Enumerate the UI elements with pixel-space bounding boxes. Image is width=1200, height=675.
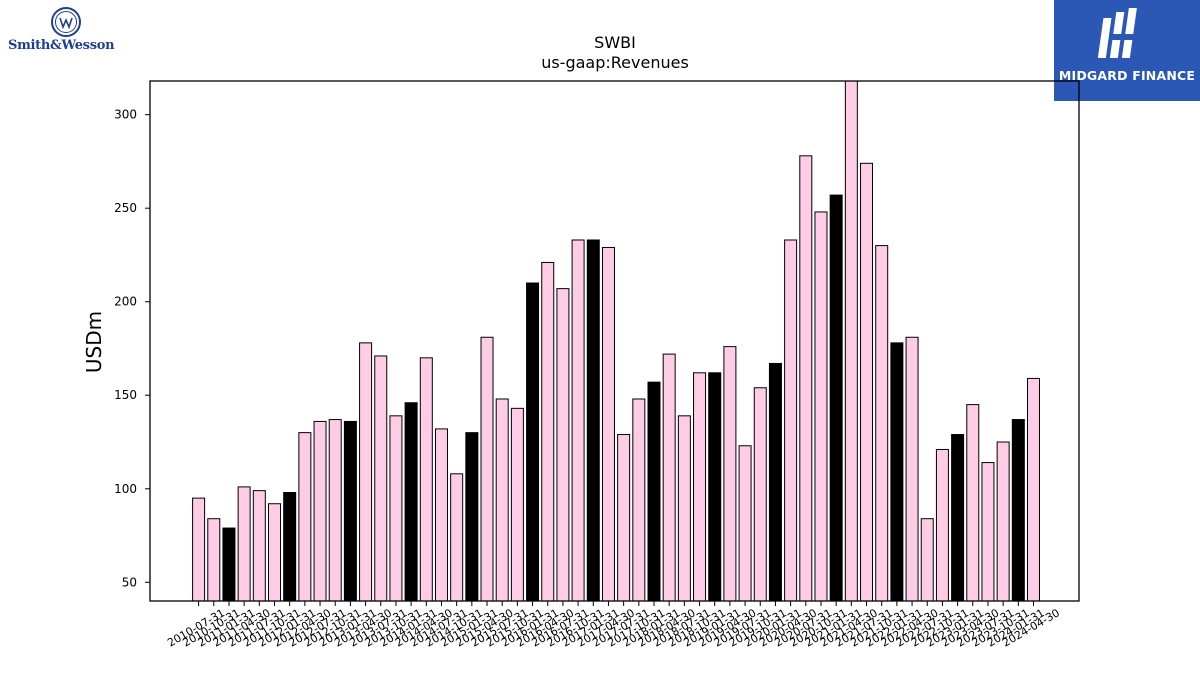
bar: [586, 239, 600, 602]
bar: [738, 445, 752, 602]
bar: [1027, 377, 1040, 602]
bar: [192, 497, 206, 602]
bar: [647, 381, 661, 602]
bar: [434, 428, 448, 602]
bar: [419, 357, 433, 602]
bar: [753, 387, 767, 602]
bar: [541, 261, 555, 602]
y-tick-label: 50: [122, 575, 137, 589]
bar: [237, 486, 251, 602]
smith-wesson-emblem-icon: [51, 7, 81, 37]
bar: [450, 473, 464, 602]
bar: [556, 288, 570, 602]
bar: [723, 346, 737, 602]
bar: [935, 448, 949, 602]
bar: [677, 415, 691, 602]
bar: [298, 432, 312, 602]
bar: [844, 80, 858, 602]
bar: [632, 398, 646, 602]
bar: [951, 434, 965, 602]
bar: [374, 355, 388, 602]
y-axis: 50 100 150 200 250 300: [114, 108, 150, 589]
bar: [268, 503, 281, 602]
chart-subtitle: us-gaap:Revenues: [541, 53, 689, 72]
bar: [905, 336, 919, 602]
bar: [829, 194, 843, 602]
bar: [890, 342, 904, 602]
bar: [996, 441, 1010, 602]
bar: [404, 402, 418, 602]
bar: [343, 420, 357, 602]
bar: [1011, 419, 1025, 602]
bar: [799, 155, 813, 602]
bars-group: [192, 80, 1040, 602]
bar: [465, 432, 479, 602]
bar: [510, 407, 524, 602]
midgard-finance-logo: MIDGARD FINANCE: [1054, 0, 1200, 101]
bar: [328, 419, 342, 602]
bar: [693, 372, 707, 602]
bar: [814, 211, 828, 602]
bar: [920, 518, 934, 602]
chart-title: SWBI: [594, 33, 636, 52]
bar: [480, 336, 494, 602]
bar: [526, 282, 540, 602]
y-axis-label: USDm: [82, 311, 106, 373]
bar: [708, 372, 722, 602]
bar: [252, 490, 266, 602]
bar: [495, 398, 509, 602]
bar: [617, 434, 631, 602]
bar: [222, 527, 236, 602]
bar: [601, 246, 615, 602]
bar: [784, 239, 798, 602]
bar: [860, 162, 874, 602]
bar: [389, 415, 403, 602]
y-tick-label: 250: [114, 201, 137, 215]
bar: [571, 239, 585, 602]
bar: [359, 342, 373, 602]
smith-wesson-wordmark: Smith&Wesson: [8, 38, 115, 53]
plot-frame: [149, 80, 1080, 602]
bar: [966, 404, 980, 602]
bar: [207, 518, 221, 602]
midgard-finance-wordmark: MIDGARD FINANCE: [1058, 68, 1196, 83]
bar: [981, 462, 995, 602]
bar: [875, 245, 889, 602]
bar: [283, 492, 297, 602]
y-tick-label: 150: [114, 388, 137, 402]
smith-wesson-logo: Smith&Wesson: [8, 6, 128, 58]
bar: [313, 420, 327, 602]
y-tick-label: 300: [114, 108, 137, 122]
x-axis: 2010-07-312010-10-312011-01-312011-04-30…: [165, 601, 1062, 650]
y-tick-label: 200: [114, 295, 137, 309]
midgard-emblem-icon: [1097, 8, 1143, 58]
bar: [662, 353, 676, 602]
y-tick-label: 100: [114, 482, 137, 496]
bar: [768, 362, 782, 602]
